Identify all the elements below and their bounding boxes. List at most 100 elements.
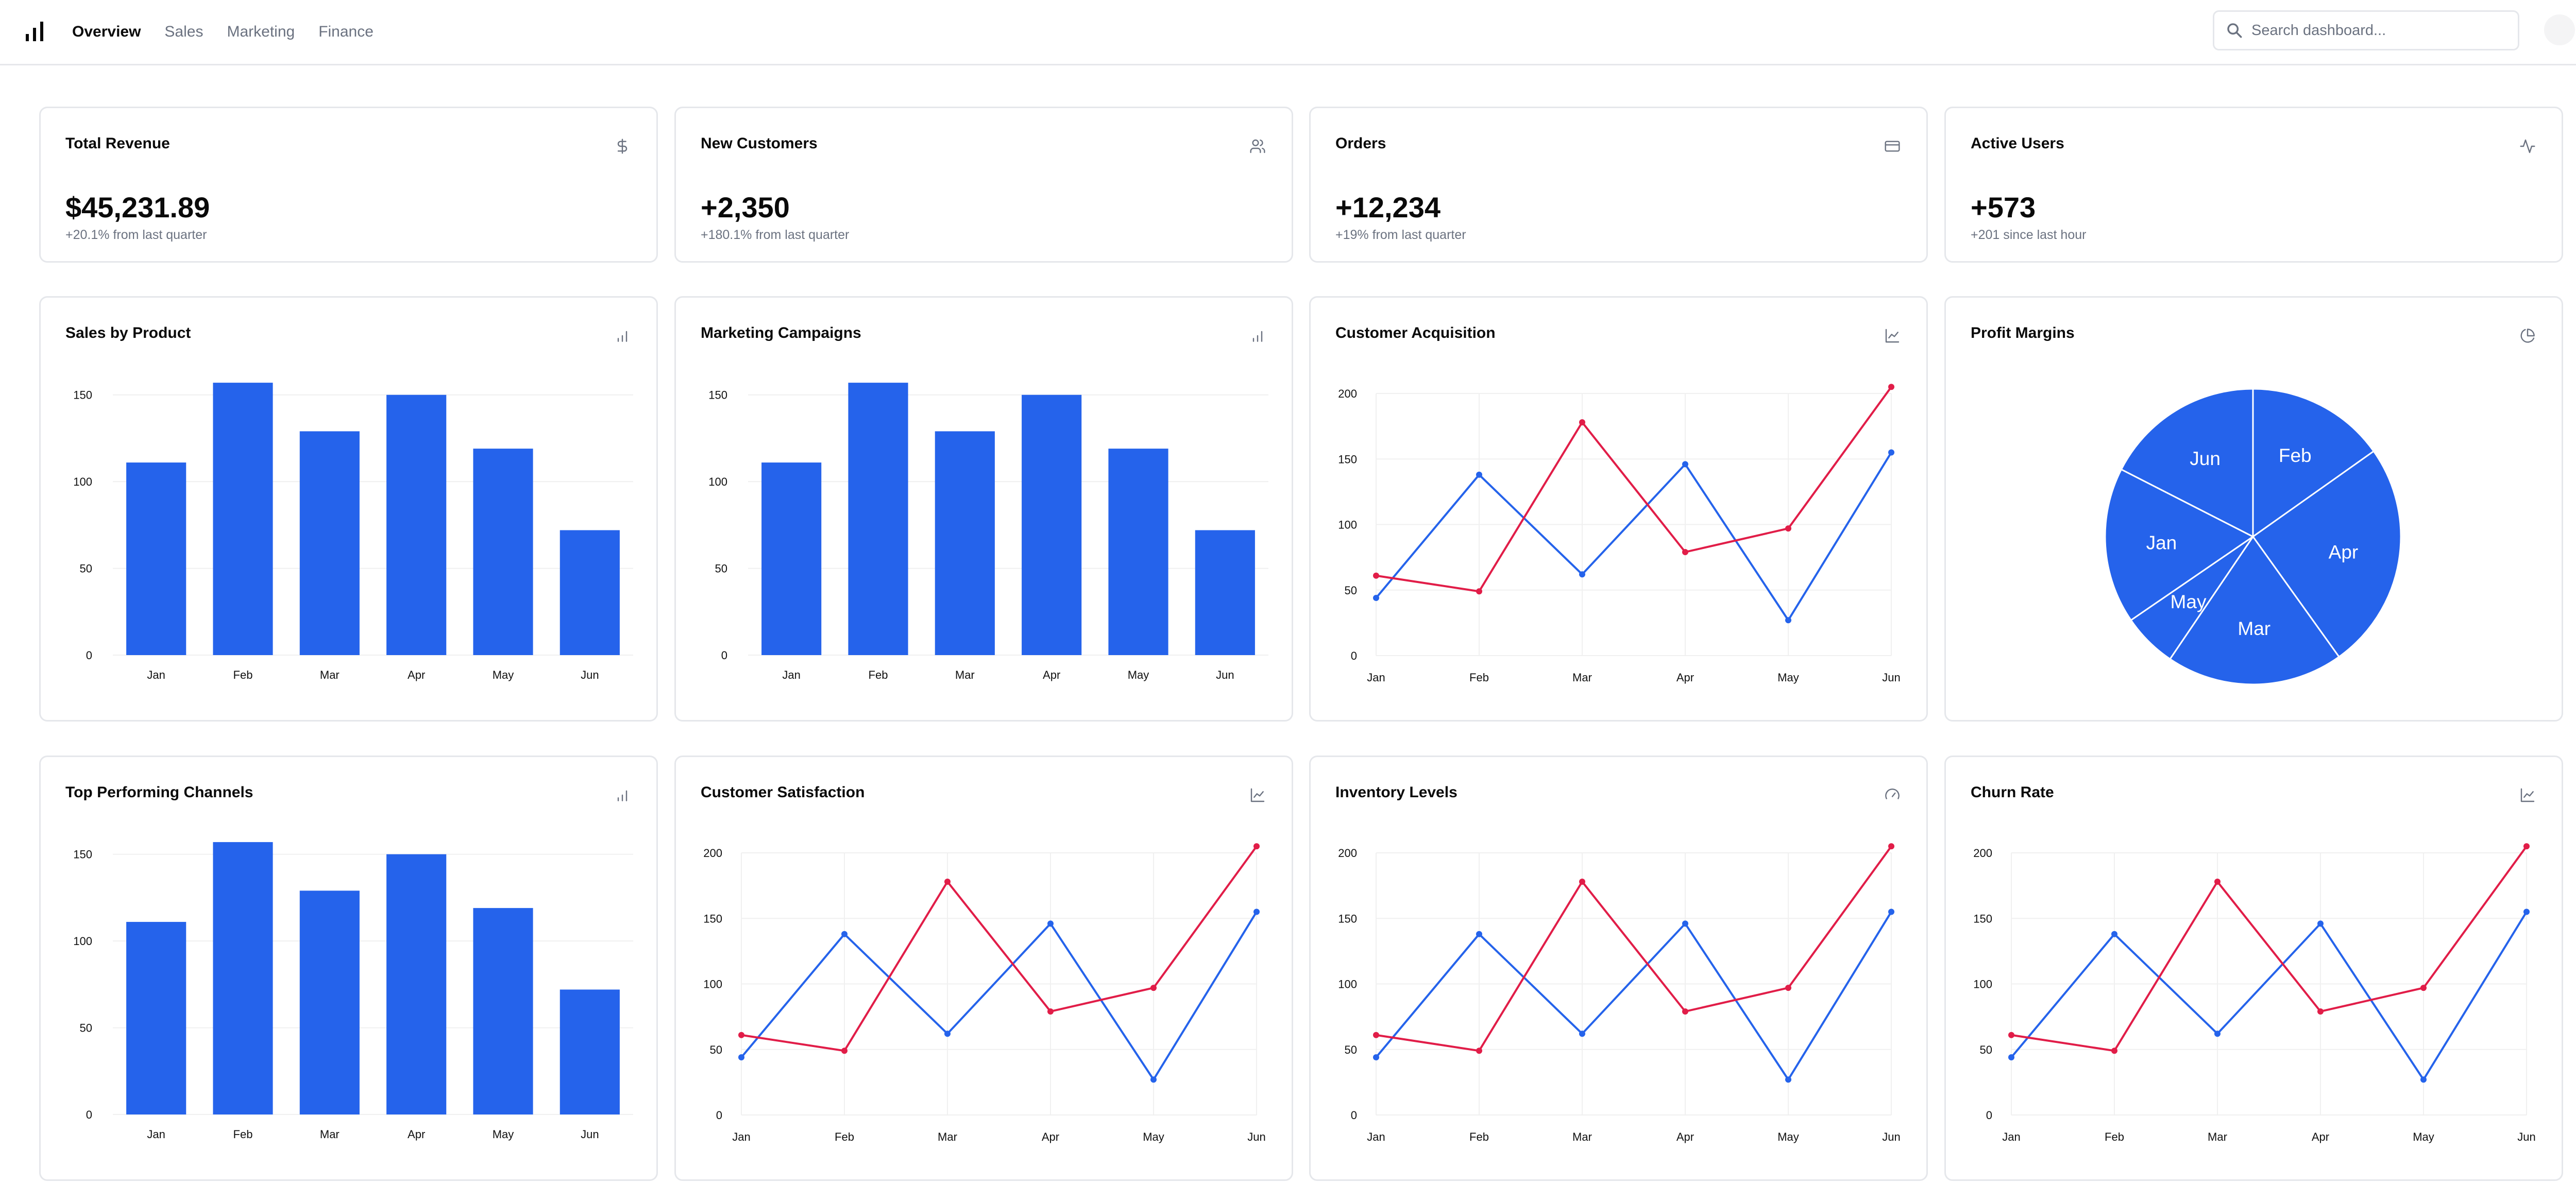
- bar: [1022, 394, 1082, 655]
- chart-card-customer-satisfaction: Customer Satisfaction 0 50 100 150 200 Jan Feb…: [674, 756, 1293, 1181]
- series-line: [2011, 846, 2528, 1052]
- y-tick-label: 100: [1338, 519, 1357, 531]
- x-tick-label: Mar: [320, 1128, 340, 1141]
- y-tick-label: 150: [73, 389, 92, 402]
- data-point: [1047, 920, 1054, 927]
- nav-link-marketing[interactable]: Marketing: [227, 23, 295, 40]
- pie-slice: [2120, 388, 2254, 538]
- data-point: [2214, 878, 2221, 885]
- x-tick-label: Feb: [2105, 1130, 2124, 1143]
- pie-slice: [2168, 535, 2341, 685]
- avatar[interactable]: [2544, 14, 2575, 45]
- y-tick-label: 0: [1351, 649, 1357, 662]
- nav-link-overview[interactable]: Overview: [72, 23, 141, 40]
- x-tick-label: May: [493, 1128, 514, 1141]
- bar-chart-logo-icon[interactable]: [26, 21, 44, 41]
- bar: [299, 431, 360, 655]
- data-point: [2317, 1008, 2324, 1015]
- nav-link-sales[interactable]: Sales: [164, 23, 204, 40]
- bar-chart-icon: [617, 331, 628, 342]
- x-tick-label: Jun: [2517, 1130, 2535, 1143]
- bar-chart-icon: [1252, 331, 1263, 342]
- customer-satisfaction-chart: 0 50 100 150 200 Jan Feb Mar Apr May Jun: [703, 843, 1266, 1143]
- data-point: [1785, 1076, 1791, 1083]
- bar: [213, 842, 273, 1114]
- search-input[interactable]: [2250, 21, 2510, 40]
- stat-change: +201 since last hour: [1971, 228, 2087, 242]
- series-line: [1375, 452, 1892, 623]
- bar: [126, 922, 187, 1114]
- data-point: [1253, 843, 1260, 850]
- y-tick-label: 200: [1338, 847, 1357, 860]
- bar: [213, 383, 273, 655]
- data-point: [841, 1048, 848, 1054]
- sales-by-product-chart: 0 50 100 150 Jan Feb Mar Apr May Jun: [73, 383, 633, 681]
- x-tick-label: Mar: [1572, 1130, 1592, 1143]
- top-performing-channels-chart: 0 50 100 150 Jan Feb Mar Apr May Jun: [73, 842, 633, 1141]
- data-point: [2111, 931, 2117, 937]
- line-chart-icon: [1885, 329, 1900, 343]
- x-tick-label: Jan: [1367, 1130, 1385, 1143]
- data-point: [1150, 985, 1157, 991]
- data-point: [1476, 1048, 1482, 1054]
- nav-link-finance[interactable]: Finance: [318, 23, 374, 40]
- x-tick-label: Mar: [938, 1130, 957, 1143]
- chart-card-churn-rate: Churn Rate 0 50 100 150 200 Jan Feb Mar Apr May Ju…: [1944, 756, 2563, 1181]
- stat-value: +2,350: [701, 191, 790, 224]
- data-point: [2523, 908, 2530, 915]
- y-tick-label: 150: [703, 912, 722, 925]
- bar: [761, 462, 822, 655]
- x-tick-label: Mar: [320, 668, 340, 681]
- x-tick-label: Feb: [1469, 671, 1489, 684]
- data-point: [2008, 1054, 2014, 1061]
- chart-card-marketing-campaigns: Marketing Campaigns 0 50 100 150 Jan Feb Mar Ap…: [674, 296, 1293, 722]
- y-tick-label: 50: [710, 1043, 722, 1056]
- stat-value: +12,234: [1335, 191, 1440, 224]
- x-tick-label: Jan: [147, 668, 165, 681]
- series-line: [741, 846, 1258, 1052]
- x-tick-label: Apr: [2312, 1130, 2329, 1143]
- customer-acquisition-chart: 0 50 100 150 200 Jan Feb Mar Apr May Jun: [1338, 384, 1901, 684]
- stat-change: +180.1% from last quarter: [701, 228, 850, 242]
- marketing-campaigns-chart: 0 50 100 150 Jan Feb Mar Apr May Jun: [708, 383, 1268, 681]
- x-tick-label: May: [493, 668, 514, 681]
- x-tick-label: May: [2413, 1130, 2434, 1143]
- data-point: [2420, 985, 2427, 991]
- y-tick-label: 100: [708, 475, 727, 488]
- x-tick-label: Jan: [1367, 671, 1385, 684]
- pie-slice: [2104, 468, 2255, 622]
- bar: [299, 890, 360, 1114]
- chart-card-top-performing-channels: Top Performing Channels 0 50 100 150 Jan Feb M…: [39, 756, 658, 1181]
- data-point: [738, 1032, 744, 1038]
- credit-card-icon: [1885, 141, 1900, 152]
- stat-change: +20.1% from last quarter: [65, 228, 207, 242]
- bar: [1195, 530, 1255, 655]
- stat-title: Orders: [1335, 135, 1386, 152]
- x-tick-label: Mar: [1572, 671, 1592, 684]
- chart-card-profit-margins: Profit Margins Feb Apr Mar May Jan Jun: [1944, 296, 2563, 722]
- activity-icon: [2520, 139, 2535, 153]
- x-tick-label: Feb: [233, 1128, 253, 1141]
- y-tick-label: 0: [86, 649, 92, 662]
- pie-slice: [2252, 388, 2375, 538]
- data-point: [1682, 1008, 1688, 1015]
- pie-chart-icon: [2520, 329, 2535, 343]
- stat-value: +573: [1971, 191, 2036, 224]
- x-tick-label: Apr: [1676, 671, 1694, 684]
- x-tick-label: Mar: [955, 668, 975, 681]
- search-box[interactable]: [2213, 10, 2519, 50]
- x-tick-label: Jan: [782, 668, 800, 681]
- x-tick-label: Jun: [1247, 1130, 1265, 1143]
- pie-label: May: [2171, 591, 2207, 612]
- y-tick-label: 50: [715, 562, 727, 575]
- x-tick-label: May: [1777, 671, 1799, 684]
- chart-title: Marketing Campaigns: [701, 324, 861, 341]
- data-point: [2523, 843, 2530, 850]
- pie-label: Mar: [2238, 618, 2270, 639]
- x-tick-label: Jan: [147, 1128, 165, 1141]
- data-point: [1785, 525, 1791, 532]
- chart-title: Customer Acquisition: [1335, 324, 1496, 341]
- data-point: [944, 1031, 951, 1037]
- stat-title: Total Revenue: [65, 135, 170, 152]
- y-tick-label: 0: [721, 649, 727, 662]
